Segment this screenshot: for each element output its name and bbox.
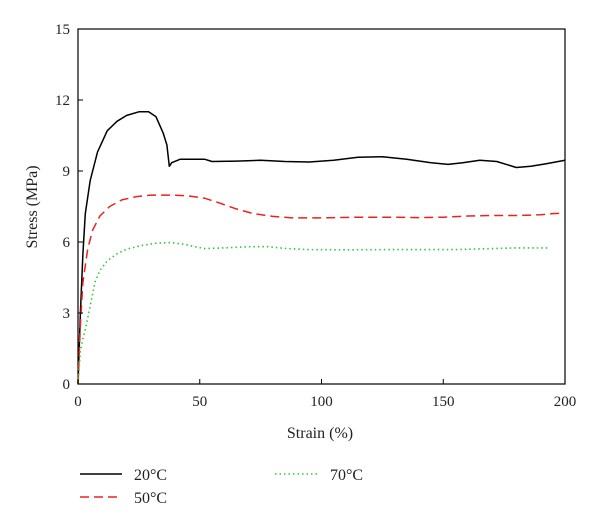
y-tick-label: 9 (63, 164, 71, 180)
x-axis-title: Strain (%) (287, 425, 353, 442)
legend-item-20c: 20°C (80, 467, 167, 484)
y-tick-label: 15 (55, 22, 70, 38)
x-tick-label: 200 (554, 394, 577, 410)
y-tick-label: 12 (55, 93, 70, 109)
x-tick-label: 0 (74, 394, 82, 410)
legend-label-50c: 50°C (134, 490, 167, 507)
legend-label-70c: 70°C (330, 467, 363, 484)
legend-item-70c: 70°C (275, 467, 363, 484)
x-axis-ticks: 0 50 100 150 200 (74, 379, 576, 410)
x-tick-label: 50 (192, 394, 207, 410)
legend: 20°C 50°C 70°C (80, 467, 363, 507)
legend-item-50c: 50°C (80, 490, 167, 507)
series-line-2 (77, 241, 548, 385)
plot-area (77, 28, 566, 385)
y-tick-label: 6 (63, 235, 71, 251)
y-tick-label: 3 (63, 306, 71, 322)
series-line-1 (77, 194, 566, 385)
plot-frame (77, 28, 566, 385)
legend-label-20c: 20°C (134, 467, 167, 484)
y-axis-ticks: 0 3 6 9 12 15 (55, 22, 83, 393)
series-line-0 (77, 111, 566, 385)
y-tick-label: 0 (63, 377, 71, 393)
x-tick-label: 100 (310, 394, 333, 410)
y-axis-title: Stress (MPa) (24, 165, 41, 248)
x-tick-label: 150 (432, 394, 455, 410)
series-layer (77, 111, 566, 385)
